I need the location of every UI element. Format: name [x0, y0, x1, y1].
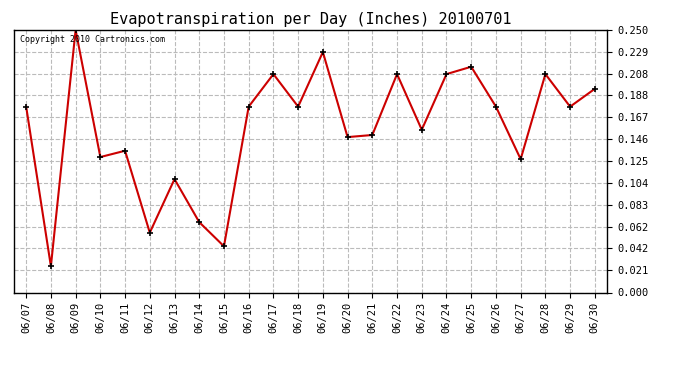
- Text: Copyright 2010 Cartronics.com: Copyright 2010 Cartronics.com: [20, 35, 165, 44]
- Title: Evapotranspiration per Day (Inches) 20100701: Evapotranspiration per Day (Inches) 2010…: [110, 12, 511, 27]
